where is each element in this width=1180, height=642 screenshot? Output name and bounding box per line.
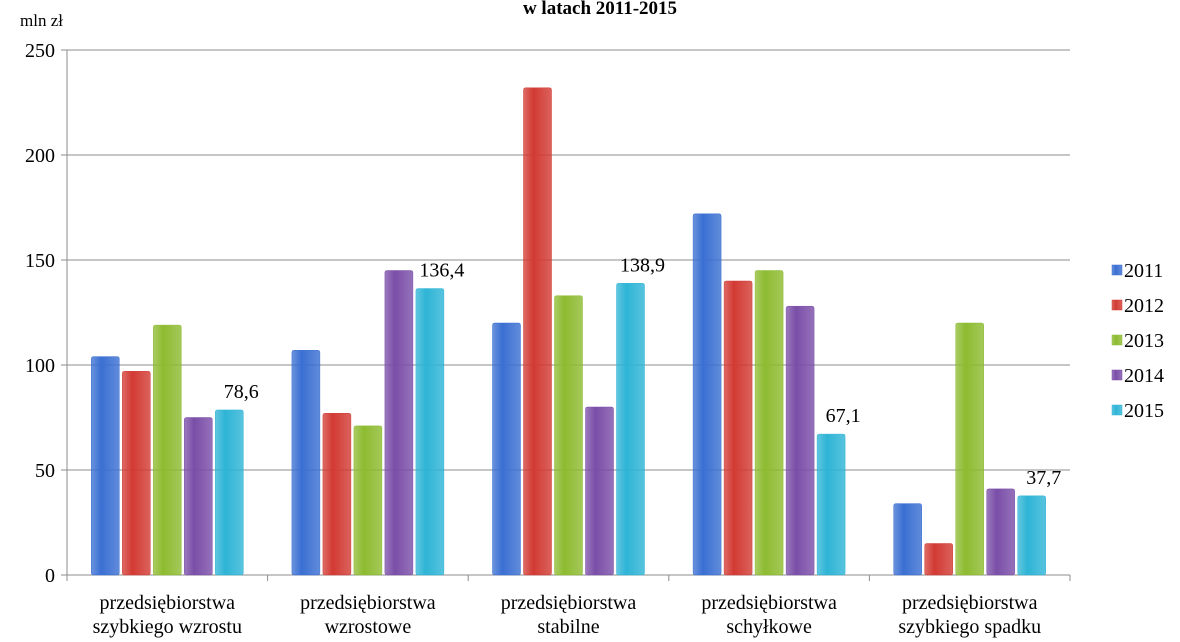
bar <box>353 425 383 576</box>
legend-swatch <box>1111 334 1123 346</box>
bar <box>91 356 120 576</box>
y-axis-label: mln zł <box>20 11 63 30</box>
y-tick-label: 250 <box>25 40 55 62</box>
bar <box>986 488 1015 576</box>
chart-title: w latach 2011-2015 <box>523 0 677 19</box>
legend-swatch <box>1111 404 1123 416</box>
bar <box>785 305 815 576</box>
x-tick-label: przedsiębiorstwa <box>701 592 837 614</box>
x-tick-label: przedsiębiorstwa <box>501 592 637 614</box>
x-tick-label: stabilne <box>537 616 599 638</box>
y-tick-label: 150 <box>25 250 55 272</box>
bar <box>523 87 552 576</box>
bar <box>415 288 445 576</box>
bar <box>1017 495 1046 576</box>
legend-label: 2013 <box>1124 330 1164 352</box>
y-tick-label: 0 <box>45 565 55 587</box>
x-tick-label: szybkiego spadku <box>898 616 1041 638</box>
legend-swatch <box>1111 369 1123 381</box>
legend-label: 2011 <box>1124 260 1163 282</box>
bar <box>384 270 414 576</box>
bar <box>554 295 583 576</box>
x-tick-label: wzrostowe <box>325 616 412 638</box>
bar <box>723 280 753 576</box>
bar <box>184 417 213 576</box>
bar <box>492 322 521 576</box>
legend-swatch <box>1111 299 1123 311</box>
y-tick-label: 50 <box>35 460 55 482</box>
legend-label: 2012 <box>1124 295 1164 317</box>
x-tick-label: schyłkowe <box>726 616 812 638</box>
bar <box>585 406 614 576</box>
bar <box>816 433 846 576</box>
x-tick-label: przedsiębiorstwa <box>300 592 436 614</box>
legend-label: 2014 <box>1124 365 1164 387</box>
bar <box>616 283 645 576</box>
x-tick-label: przedsiębiorstwa <box>902 592 1038 614</box>
bar <box>215 409 244 576</box>
bar <box>122 371 151 576</box>
bar <box>955 322 984 576</box>
x-tick-label: szybkiego wzrostu <box>93 616 242 638</box>
bar <box>692 213 722 576</box>
bar <box>291 350 321 576</box>
data-label: 67,1 <box>826 405 861 427</box>
data-label: 136,4 <box>419 260 464 282</box>
bar <box>893 503 922 576</box>
data-label: 78,6 <box>224 381 259 403</box>
data-label: 37,7 <box>1026 467 1061 489</box>
bar <box>322 413 352 576</box>
legend-label: 2015 <box>1124 400 1164 422</box>
bar <box>153 324 182 576</box>
data-label: 138,9 <box>620 254 665 276</box>
bar <box>754 270 784 576</box>
bar <box>924 543 953 576</box>
y-tick-label: 200 <box>25 145 55 167</box>
x-tick-label: przedsiębiorstwa <box>100 592 236 614</box>
y-tick-label: 100 <box>25 355 55 377</box>
legend-swatch <box>1111 264 1123 276</box>
